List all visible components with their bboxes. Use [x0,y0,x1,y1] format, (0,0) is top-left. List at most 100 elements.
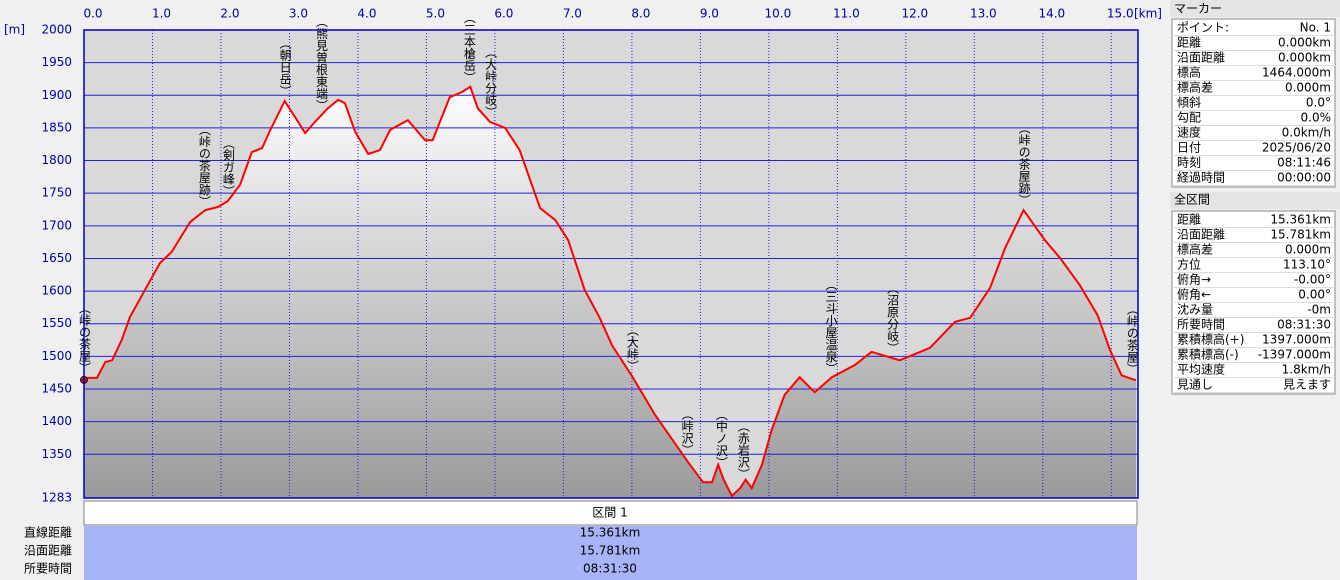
annotation: （朝日岳） [278,37,292,97]
info-value: 0.000km [1278,36,1331,50]
info-key: 見通し [1177,378,1213,392]
info-key: 俯角← [1177,287,1211,302]
annotation: （三本槍岳） [462,12,476,84]
section-table: 直線距離 15.361km 沿面距離 15.781km 所要時間 08:31:30 [24,525,640,576]
x-tick-label: 8.0 [631,7,650,21]
marker-title: マーカー [1174,2,1222,16]
y-tick-label: 1850 [41,120,72,134]
section-header-box [83,500,1138,526]
info-value: -0m [1307,303,1331,317]
y-tick-label: 1550 [41,316,72,330]
y-tick-label: 1400 [41,414,72,428]
section-value: 15.361km [580,526,641,540]
marker-box [1171,18,1336,188]
info-value: 15.781km [1270,228,1331,242]
section-value: 15.781km [580,544,641,558]
info-key: 平均速度 [1177,362,1225,377]
annotation: （峠の茶屋跡） [197,123,211,207]
y-tick-label: 1450 [41,381,72,395]
annotation: （峠沢） [680,408,694,456]
y-tick-label: 1283 [41,491,72,505]
marker-title-bar [1170,0,1340,17]
info-value: 1.8km/h [1282,363,1331,377]
section-row-label: 直線距離 [24,525,72,540]
info-key: 経過時間 [1177,171,1225,185]
info-key: 方位 [1177,257,1201,272]
info-key: 日付 [1177,141,1201,155]
x-tick-label: 11.0 [833,7,860,21]
y-tick-label: 2000 [41,23,72,37]
info-key: 沿面距離 [1177,51,1225,65]
section-row-label: 沿面距離 [24,544,72,558]
info-key: 勾配 [1177,111,1201,125]
info-value: 15.361km [1270,213,1331,227]
x-unit: [km] [1134,7,1162,21]
info-key: 沿面距離 [1177,228,1225,242]
x-tick-label: 7.0 [563,7,582,21]
info-key: 距離 [1177,213,1201,227]
info-key: 速度 [1177,125,1201,140]
plot-border [83,29,1139,499]
info-value: 0.0km/h [1282,126,1331,140]
x-tick-label: 5.0 [426,7,445,21]
info-value: 113.10° [1283,258,1331,272]
x-tick-label: 2.0 [220,7,239,21]
info-key: 所要時間 [1177,318,1225,332]
annotation: （剣ガ峰） [221,137,235,197]
info-value: 0.0% [1301,111,1332,125]
annotation: （峠の茶屋跡） [1017,122,1031,206]
info-value: No. 1 [1300,21,1331,35]
annotation: （熊見曽根東端） [314,16,328,112]
section-row-label: 所要時間 [24,562,72,576]
info-key: 時刻 [1177,156,1201,170]
x-tick-label: 14.0 [1038,7,1065,21]
info-key: 俯角→ [1177,272,1211,287]
annotation: （三斗小屋温泉） [824,278,838,374]
x-tick-label: 4.0 [357,7,376,21]
profile-line [84,85,1136,498]
y-tick-label: 1700 [41,218,72,232]
info-value: 0.00° [1298,288,1331,302]
y-tick-label: 1900 [41,88,72,102]
annotation: （赤岩沢） [736,420,750,480]
annotation: （大峠分岐） [484,46,498,118]
info-value: 08:31:30 [1277,318,1331,332]
info-value: -0.00° [1294,273,1331,287]
x-tick-label: 1.0 [152,7,171,21]
info-key: 標高差 [1177,242,1213,257]
x-tick-label: 10.0 [765,7,792,21]
info-key: 距離 [1177,36,1201,50]
x-tick-label: 15.0 [1107,7,1134,21]
x-tick-label: 13.0 [970,7,997,21]
info-value: 2025/06/20 [1262,141,1331,155]
info-panels: ポイント: No. 1 距離 0.000km 沿面距離 0.000km 標高 1464.000… [1172,21,1335,393]
annotation: （峠の茶屋） [1125,303,1139,375]
total-title: 全区間 [1174,192,1210,207]
section-value: 08:31:30 [583,562,637,576]
info-key: ポイント: [1177,21,1229,35]
info-value: 1464.000m [1262,66,1331,80]
section-header: 区間 1 [592,506,627,520]
annotation: （大峠） [625,324,639,372]
info-value: 0.000m [1285,81,1331,95]
total-title-bar [1170,192,1340,209]
y-tick-label: 1950 [41,55,72,69]
info-value: 08:11:46 [1277,156,1331,170]
info-value: -1397.000m [1258,348,1331,362]
info-key: 標高差 [1177,80,1213,95]
y-tick-label: 1350 [41,447,72,461]
info-key: 累積標高(+) [1177,332,1244,347]
info-value: 0.0° [1306,96,1331,110]
info-value: 00:00:00 [1277,171,1331,185]
info-value: 1397.000m [1262,333,1331,347]
y-tick-label: 1750 [41,186,72,200]
info-key: 累積標高(-) [1177,347,1239,362]
info-key: 沈み量 [1177,302,1213,317]
annotation: （中ノ沢） [714,408,728,468]
info-value: 0.000km [1278,51,1331,65]
info-key: 標高 [1177,65,1201,80]
info-value: 0.000m [1285,243,1331,257]
y-tick-label: 1500 [41,349,72,363]
